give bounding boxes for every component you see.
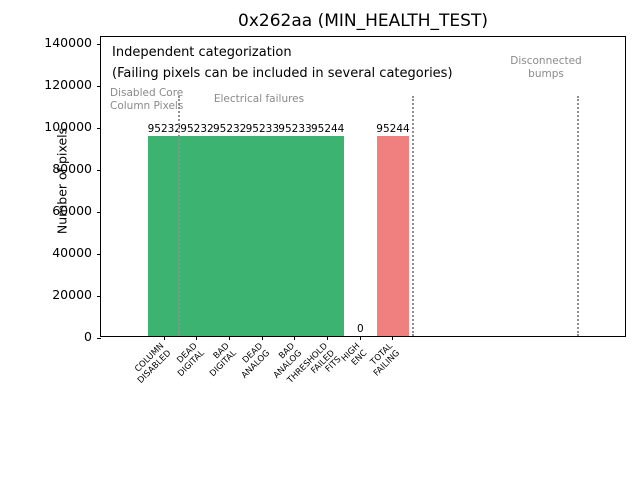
- y-tick-label: 120000: [44, 77, 92, 93]
- bar: [147, 136, 181, 336]
- x-tick-label: DEAD ANALOG: [239, 341, 272, 381]
- y-tick-label: 40000: [52, 245, 92, 261]
- bar: [278, 136, 312, 336]
- zone-label-disabled-core: Disabled Core Column Pixels: [110, 87, 184, 112]
- bar: [376, 136, 410, 336]
- y-tick-mark: [97, 253, 101, 255]
- x-tick-mark: [392, 336, 394, 340]
- y-axis-label: Number of pixels: [54, 127, 70, 235]
- y-tick-label: 140000: [44, 35, 92, 51]
- bar-value-label: 95244: [376, 123, 410, 136]
- bar: [180, 136, 214, 336]
- zone-divider-line: [577, 96, 579, 336]
- y-tick-label: 100000: [44, 119, 92, 135]
- y-tick-mark: [97, 295, 101, 297]
- bar-value-label: 95233: [245, 123, 280, 136]
- y-tick-mark: [97, 85, 101, 87]
- y-tick-mark: [97, 337, 101, 339]
- zone-divider-line: [178, 96, 180, 336]
- plot-area: 95232 COLUMN DISABLED 95232 DEAD DIGITAL 95232…: [97, 36, 626, 386]
- x-tick-mark: [229, 336, 231, 340]
- chart-title: 0x262aa (MIN_HEALTH_TEST): [238, 11, 488, 31]
- x-tick-label: DEAD DIGITAL: [175, 341, 207, 379]
- zone-divider-line: [412, 96, 414, 336]
- y-tick-label: 80000: [52, 161, 92, 177]
- bar-value-label: 95244: [310, 123, 345, 136]
- x-tick-mark: [359, 336, 361, 340]
- x-tick-mark: [163, 336, 165, 340]
- bar-value-label: 95233: [278, 123, 312, 136]
- bar: [311, 136, 344, 336]
- x-tick-label: BAD DIGITAL: [208, 341, 239, 379]
- bar-value-label: 95232: [212, 123, 247, 136]
- bar-value-label: 0: [356, 323, 364, 335]
- y-tick-mark: [97, 43, 101, 45]
- zone-label-electrical-failures: Electrical failures: [213, 93, 305, 105]
- y-tick-mark: [97, 127, 101, 129]
- y-tick-label: 20000: [52, 287, 92, 303]
- y-tick-label: 60000: [52, 203, 92, 219]
- y-tick-mark: [97, 169, 101, 171]
- x-tick-label: HIGH ENC: [340, 341, 370, 368]
- bar: [245, 136, 279, 336]
- y-tick-mark: [97, 211, 101, 213]
- bar: [213, 136, 246, 336]
- note-failing-pixels: (Failing pixels can be included in sever…: [112, 66, 453, 81]
- note-independent-categorization: Independent categorization: [112, 45, 292, 60]
- x-tick-mark: [196, 336, 198, 340]
- y-tick-label: 0: [84, 329, 92, 344]
- x-tick-mark: [327, 336, 329, 340]
- x-tick-label: TOTAL FAILING: [369, 341, 403, 379]
- bar-value-label: 95232: [180, 123, 214, 136]
- x-tick-mark: [294, 336, 296, 340]
- bar-value-label: 95232: [147, 123, 182, 136]
- zone-label-disconnected-bumps: Disconnected bumps: [510, 55, 582, 80]
- x-tick-mark: [261, 336, 263, 340]
- x-tick-label: COLUMN DISABLED: [133, 341, 174, 386]
